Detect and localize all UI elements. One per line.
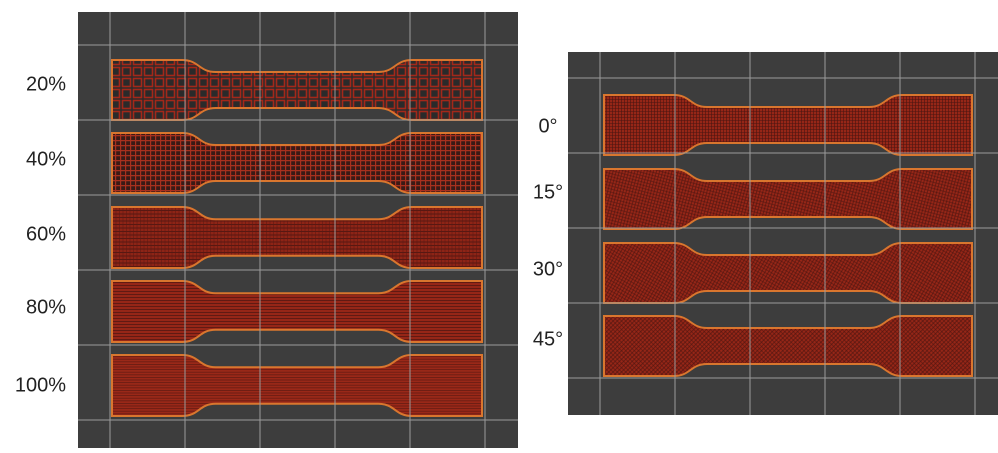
- raster-angle-label: 45°: [533, 328, 563, 350]
- infill-label: 60%: [26, 223, 66, 245]
- infill-label: 20%: [26, 73, 66, 95]
- infill-label: 80%: [26, 296, 66, 318]
- figure: 20% 40% 60% 80% 100% 0° 15° 30° 45°: [0, 0, 998, 448]
- raster-angle-label: 30°: [533, 258, 563, 280]
- raster-angle-label: 0°: [538, 115, 557, 137]
- infill-label: 100%: [15, 374, 66, 396]
- infill-label: 40%: [26, 148, 66, 170]
- raster-angle-label: 15°: [533, 181, 563, 203]
